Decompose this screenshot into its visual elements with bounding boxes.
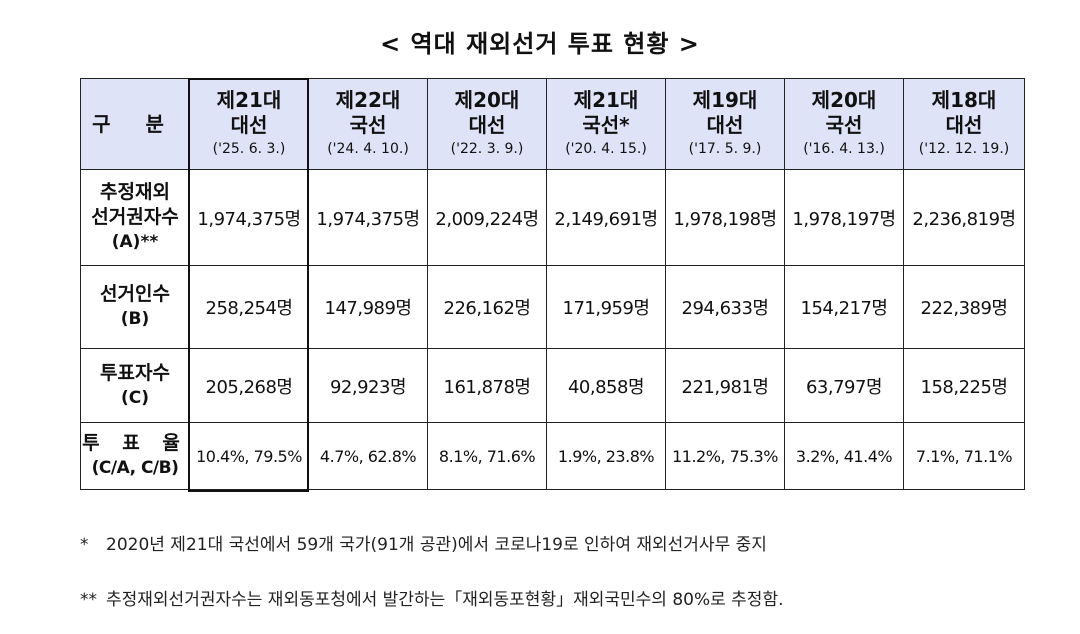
table-cell: 1,978,198명	[665, 169, 785, 266]
column-header: 제22대 국선 ('24. 4. 10.)	[308, 78, 428, 170]
table-cell: 1,974,375명	[308, 169, 428, 266]
table-cell: 10.4%, 79.5%	[189, 422, 309, 490]
table-cell: 154,217명	[784, 265, 904, 349]
election-type: 대선	[230, 113, 268, 137]
election-name: 제19대	[692, 88, 758, 112]
page-title: < 역대 재외선거 투표 현황 >	[380, 30, 700, 58]
table-row: 선거인수 (B) 258,254명 147,989명 226,162명 171,9…	[80, 265, 1025, 349]
table-cell: 1,974,375명	[189, 169, 309, 266]
footnote: * 2020년 제21대 국선에서 59개 국가(91개 공관)에서 코로나19로…	[80, 530, 767, 555]
row-label-sub: (C/A, C/B)	[91, 458, 179, 478]
row-header: 투표자수 (C)	[80, 348, 190, 423]
table-cell: 3.2%, 41.4%	[784, 422, 904, 490]
column-header: 제18대 대선 ('12. 12. 19.)	[903, 78, 1025, 170]
footnote: ** 추정재외선거권자수는 재외동포청에서 발간하는「재외동포현황」재외국민수의 …	[80, 585, 783, 610]
table-cell: 4.7%, 62.8%	[308, 422, 428, 490]
election-name: 제18대	[931, 88, 997, 112]
table-row: 투 표 율 (C/A, C/B) 10.4%, 79.5% 4.7%, 62.8%…	[80, 422, 1025, 490]
table-cell: 221,981명	[665, 348, 785, 423]
election-name: 제22대	[335, 88, 401, 112]
election-date: ('17. 5. 9.)	[688, 141, 762, 157]
table-cell: 92,923명	[308, 348, 428, 423]
row-label-sub: (B)	[120, 309, 150, 329]
table-cell: 226,162명	[427, 265, 547, 349]
election-date: ('25. 6. 3.)	[212, 141, 286, 157]
table-row: 투표자수 (C) 205,268명 92,923명 161,878명 40,858…	[80, 348, 1025, 423]
row-label: 선거권자수	[91, 206, 179, 228]
election-date: ('24. 4. 10.)	[327, 141, 409, 157]
election-name: 제20대	[454, 88, 520, 112]
column-header: 제20대 국선 ('16. 4. 13.)	[784, 78, 904, 170]
column-header: 제19대 대선 ('17. 5. 9.)	[665, 78, 785, 170]
table-cell: 222,389명	[903, 265, 1025, 349]
table-cell: 2,009,224명	[427, 169, 547, 266]
table-cell: 147,989명	[308, 265, 428, 349]
election-name: 제21대	[216, 88, 282, 112]
table-cell: 11.2%, 75.3%	[665, 422, 785, 490]
footnote-text: 2020년 제21대 국선에서 59개 국가(91개 공관)에서 코로나19로 …	[106, 535, 767, 555]
row-label-sub: (C)	[120, 387, 149, 408]
table-cell: 1,978,197명	[784, 169, 904, 266]
column-header: 제21대 국선* ('20. 4. 15.)	[546, 78, 666, 170]
table-cell: 7.1%, 71.1%	[903, 422, 1025, 490]
corner-header: 구 분	[80, 78, 190, 170]
election-type: 국선	[825, 113, 863, 137]
column-header: 제21대 대선 ('25. 6. 3.)	[189, 78, 309, 170]
row-label: 투 표 율	[82, 432, 188, 454]
column-header: 제20대 대선 ('22. 3. 9.)	[427, 78, 547, 170]
footnote-mark: *	[80, 535, 89, 555]
election-date: ('20. 4. 15.)	[565, 141, 647, 157]
election-type: 대선	[468, 113, 506, 137]
footnote-text: 추정재외선거권자수는 재외동포청에서 발간하는「재외동포현황」재외국민수의 80…	[106, 590, 784, 610]
table-cell: 161,878명	[427, 348, 547, 423]
table-cell: 2,236,819명	[903, 169, 1025, 266]
table-cell: 294,633명	[665, 265, 785, 349]
election-date: ('16. 4. 13.)	[803, 141, 885, 157]
election-date: ('22. 3. 9.)	[450, 141, 524, 157]
table-cell: 158,225명	[903, 348, 1025, 423]
row-label-sub: (A)**	[111, 232, 159, 252]
footnote-mark: **	[80, 590, 97, 610]
election-name: 제21대	[573, 88, 639, 112]
election-type: 국선	[349, 113, 387, 137]
row-label: 투표자수	[100, 361, 170, 384]
table-cell: 1.9%, 23.8%	[546, 422, 666, 490]
table-cell: 63,797명	[784, 348, 904, 423]
table-cell: 205,268명	[189, 348, 309, 423]
election-date: ('12. 12. 19.)	[918, 141, 1010, 157]
table-cell: 40,858명	[546, 348, 666, 423]
table-cell: 8.1%, 71.6%	[427, 422, 547, 490]
header-row: 구 분 제21대 대선 ('25. 6. 3.) 제22대 국선 ('24. 4. 10…	[80, 78, 1025, 170]
election-name: 제20대	[811, 88, 877, 112]
election-type: 대선	[945, 113, 983, 137]
election-type: 국선*	[582, 113, 630, 137]
row-header: 선거인수 (B)	[80, 265, 190, 349]
row-label: 추정재외	[100, 181, 170, 203]
table-cell: 258,254명	[189, 265, 309, 349]
election-type: 대선	[706, 113, 744, 137]
table-cell: 171,959명	[546, 265, 666, 349]
row-label: 선거인수	[100, 283, 170, 305]
election-stats-table: 구 분 제21대 대선 ('25. 6. 3.) 제22대 국선 ('24. 4. 10…	[80, 78, 1025, 490]
table-cell: 2,149,691명	[546, 169, 666, 266]
row-header: 투 표 율 (C/A, C/B)	[80, 422, 190, 490]
